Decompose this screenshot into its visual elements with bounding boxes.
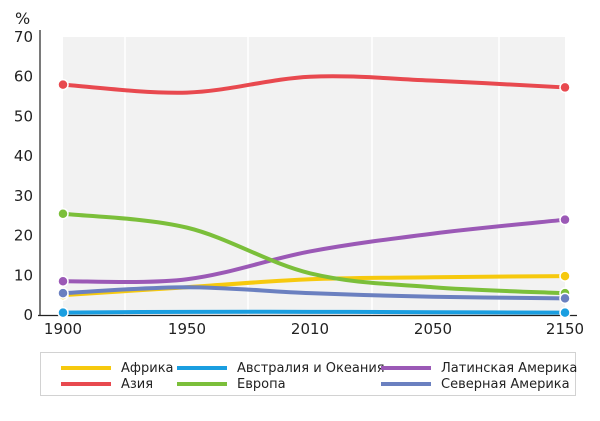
data-point bbox=[559, 213, 571, 226]
legend-item-europe: Европа bbox=[177, 375, 286, 393]
data-point bbox=[57, 78, 69, 91]
data-point bbox=[57, 287, 69, 299]
legend-swatch bbox=[177, 366, 227, 370]
x-tick-label: 2050 bbox=[414, 320, 452, 338]
y-tick-label: 70 bbox=[14, 28, 33, 46]
series-lines bbox=[61, 74, 567, 315]
y-tick-label: 0 bbox=[23, 306, 33, 324]
unit-label: % bbox=[15, 9, 30, 28]
x-tick-label: 1950 bbox=[168, 320, 206, 338]
data-point bbox=[57, 207, 69, 220]
data-point bbox=[559, 81, 571, 94]
legend-label: Азия bbox=[121, 376, 154, 392]
legend-label: Европа bbox=[237, 376, 286, 392]
legend-swatch bbox=[381, 382, 431, 386]
legend-label: Северная Америка bbox=[441, 376, 570, 392]
legend-swatch bbox=[177, 382, 227, 386]
legend-label: Австралия и Океания bbox=[237, 360, 385, 376]
x-tick-label: 1900 bbox=[44, 320, 82, 338]
y-tick-label: 10 bbox=[14, 266, 33, 284]
y-tick-label: 50 bbox=[14, 107, 33, 125]
x-tick-label: 2150 bbox=[546, 320, 584, 338]
legend-swatch bbox=[61, 382, 111, 386]
legend-item-australia-oceania: Австралия и Океания bbox=[177, 359, 385, 377]
legend-swatch bbox=[381, 366, 431, 370]
data-point bbox=[57, 306, 69, 319]
series-line bbox=[61, 285, 567, 301]
series-line bbox=[61, 211, 567, 296]
legend-item-africa: Африка bbox=[61, 359, 174, 377]
series-line bbox=[61, 309, 567, 315]
y-tick-label: 60 bbox=[14, 68, 33, 86]
legend-item-north-america: Северная Америка bbox=[381, 375, 570, 393]
y-tick-label: 40 bbox=[14, 147, 33, 165]
y-tick-label: 30 bbox=[14, 187, 33, 205]
data-point bbox=[559, 306, 571, 319]
legend-item-asia: Азия bbox=[61, 375, 153, 393]
data-point bbox=[559, 270, 571, 282]
series-line bbox=[61, 74, 567, 95]
grid-band bbox=[565, 37, 576, 315]
y-tick-labels: 0 10 20 30 40 50 60 70 bbox=[14, 28, 33, 324]
data-point bbox=[559, 292, 571, 305]
legend-label: Африка bbox=[121, 360, 174, 376]
y-tick-label: 20 bbox=[14, 227, 33, 245]
series-points bbox=[57, 78, 571, 319]
legend: Африка Азия Австралия и Океания Европа Л… bbox=[40, 352, 577, 396]
series-line bbox=[61, 217, 567, 285]
legend-label: Латинская Америка bbox=[441, 360, 578, 376]
data-point bbox=[57, 275, 69, 287]
legend-item-latin-america: Латинская Америка bbox=[381, 359, 577, 377]
legend-swatch bbox=[61, 366, 111, 370]
x-tick-label: 2010 bbox=[291, 320, 329, 338]
x-tick-labels: 1900 1950 2010 2050 2150 bbox=[44, 320, 584, 338]
grid-band bbox=[40, 37, 63, 315]
